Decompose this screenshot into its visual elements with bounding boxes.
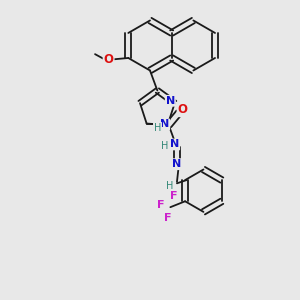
Text: N: N: [166, 96, 175, 106]
Text: F: F: [164, 213, 172, 223]
Text: H: H: [166, 181, 173, 191]
Text: N: N: [160, 119, 169, 129]
Text: N: N: [172, 159, 182, 169]
Text: N: N: [170, 140, 179, 149]
Text: H: H: [161, 141, 169, 151]
Text: F: F: [157, 200, 164, 210]
Text: O: O: [178, 103, 188, 116]
Text: F: F: [169, 191, 177, 201]
Text: O: O: [103, 53, 114, 66]
Text: H: H: [154, 123, 161, 133]
